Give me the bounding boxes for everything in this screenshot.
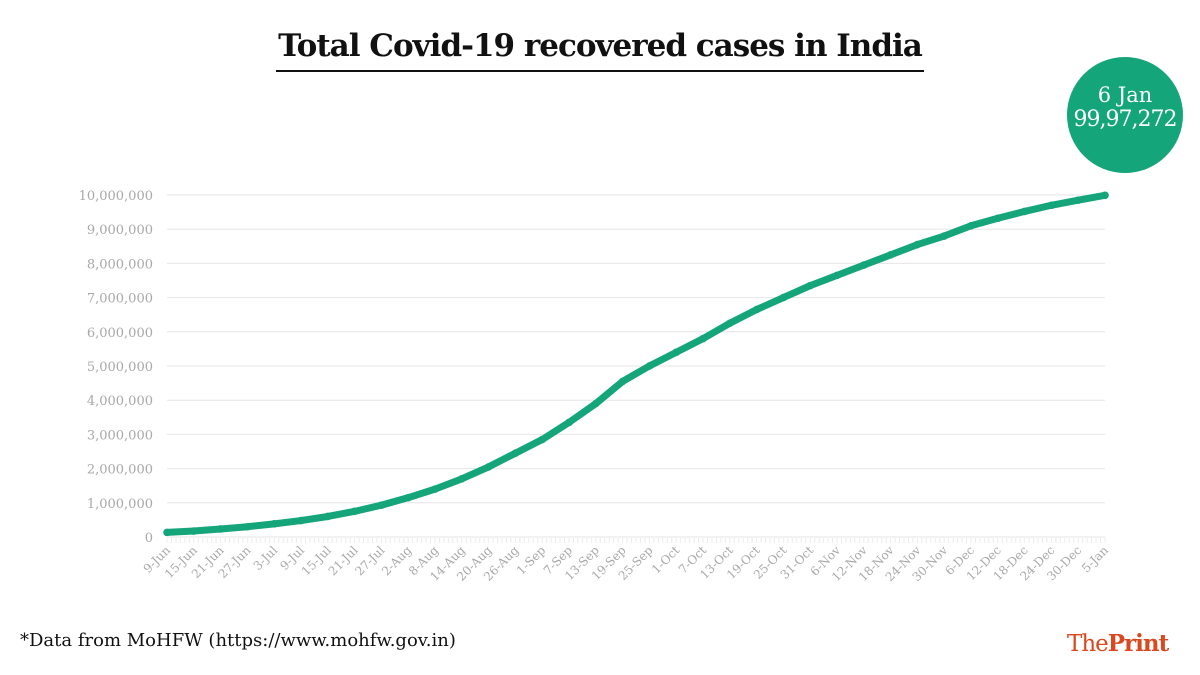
y-tick-label: 7,000,000 [87, 292, 153, 307]
data-point [350, 507, 359, 516]
latest-value-badge: 6 Jan 99,97,272 [1067, 57, 1183, 173]
data-point [618, 377, 627, 386]
data-point [1047, 201, 1056, 210]
y-tick-label: 2,000,000 [87, 463, 153, 478]
chart-title: Total Covid-19 recovered cases in India [0, 28, 1200, 72]
y-tick-label: 6,000,000 [87, 326, 153, 341]
data-point [860, 261, 868, 269]
data-point [270, 520, 279, 528]
data-point [511, 449, 520, 458]
data-point [538, 435, 546, 444]
data-point [190, 527, 198, 535]
data-point [565, 418, 573, 427]
theprint-logo: ThePrint [1067, 630, 1169, 657]
data-point [243, 522, 252, 531]
data-point [672, 348, 680, 357]
data-point [994, 214, 1002, 223]
data-point [726, 319, 734, 328]
data-point [699, 334, 707, 343]
data-point [297, 516, 305, 525]
x-tick-label: 1-Sep [514, 543, 549, 578]
y-tick-label: 3,000,000 [87, 428, 153, 443]
source-note: *Data from MoHFW (https://www.mohfw.gov.… [20, 630, 456, 651]
data-point [1101, 191, 1109, 200]
data-point [752, 305, 761, 314]
data-point [216, 525, 225, 533]
badge-value: 99,97,272 [1073, 107, 1178, 132]
data-point [645, 362, 654, 370]
data-point [886, 251, 895, 259]
x-tick-label: 5-Jan [1079, 543, 1111, 575]
y-tick-label: 1,000,000 [87, 497, 153, 512]
data-point [1074, 196, 1082, 204]
y-tick-label: 8,000,000 [87, 257, 153, 272]
data-point [779, 293, 788, 302]
x-tick-label: 21-Jul [326, 543, 361, 578]
y-tick-label: 5,000,000 [87, 360, 153, 375]
y-tick-label: 10,000,000 [79, 189, 153, 204]
badge-date: 6 Jan [1097, 83, 1153, 107]
data-point [940, 232, 948, 240]
data-point [913, 240, 922, 249]
data-point [967, 221, 975, 230]
data-point [377, 501, 386, 509]
data-point [1020, 207, 1029, 216]
data-point [404, 493, 413, 502]
x-tick-label: 3-Jul [251, 543, 281, 573]
x-tick-label: 1-Oct [649, 543, 682, 576]
data-point [806, 281, 814, 290]
data-point [592, 399, 600, 408]
data-point [431, 485, 439, 493]
x-tick-label: 15-Jul [299, 543, 334, 578]
data-point [458, 475, 466, 483]
y-tick-label: 9,000,000 [87, 223, 153, 238]
data-point [324, 512, 332, 521]
y-tick-label: 4,000,000 [87, 394, 153, 409]
data-point [484, 463, 493, 471]
data-point [833, 271, 841, 280]
data-point [163, 528, 171, 537]
data-line [163, 191, 1109, 536]
y-tick-label: 0 [145, 531, 153, 546]
